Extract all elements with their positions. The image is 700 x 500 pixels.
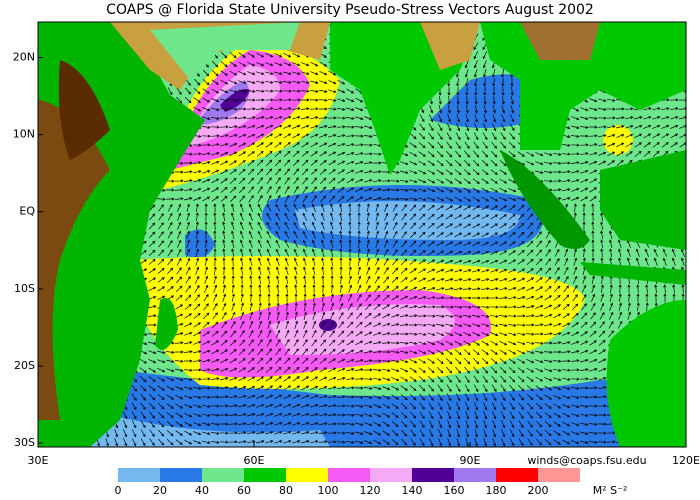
map-frame [37, 21, 687, 448]
colorbar-swatch [202, 468, 244, 482]
colorbar-tick-label: 40 [195, 484, 209, 497]
colorbar-swatch [286, 468, 328, 482]
colorbar-swatch [412, 468, 454, 482]
colorbar-swatch [160, 468, 202, 482]
lon-tick-label: 90E [460, 454, 481, 467]
colorbar: 0 20 40 60 80 100 120 140 160 180 200 M² S⁻² [115, 468, 628, 497]
colorbar-swatch [328, 468, 370, 482]
lat-tick-label: 30S [14, 436, 35, 449]
colorbar-tick-label: 200 [528, 484, 549, 497]
colorbar-tick-label: 100 [318, 484, 339, 497]
colorbar-tick-label: 20 [153, 484, 167, 497]
lon-tick-label: 30E [28, 454, 49, 467]
lat-tick-label: EQ [19, 205, 35, 218]
colorbar-tick-label: 140 [402, 484, 423, 497]
axis-ticks: 30E 60E 90E 120E 20N 10N EQ 10S 20S 30S [13, 50, 700, 467]
colorbar-tick-label: 60 [237, 484, 251, 497]
lon-tick-label: 60E [244, 454, 265, 467]
colorbar-tick-label: 120 [360, 484, 381, 497]
map-area [38, 22, 686, 447]
colorbar-tick-label: 180 [486, 484, 507, 497]
colorbar-swatch [244, 468, 286, 482]
colorbar-swatch [118, 468, 160, 482]
lat-tick-label: 20N [13, 50, 35, 63]
colorbar-swatch [538, 468, 580, 482]
credit: winds@coaps.fsu.edu [527, 454, 646, 467]
colorbar-tick-label: 0 [115, 484, 122, 497]
colorbar-swatch [496, 468, 538, 482]
colorbar-tick-label: 160 [444, 484, 465, 497]
lon-tick-label: 120E [672, 454, 700, 467]
colorbar-swatch [370, 468, 412, 482]
land [38, 22, 686, 447]
lat-tick-label: 20S [14, 359, 35, 372]
map-title: COAPS @ Florida State University Pseudo-… [106, 2, 594, 18]
colorbar-tick-label: 80 [279, 484, 293, 497]
colorbar-swatch [454, 468, 496, 482]
lat-tick-label: 10N [13, 128, 35, 141]
lat-tick-label: 10S [14, 282, 35, 295]
colorbar-unit: M² S⁻² [593, 484, 628, 497]
